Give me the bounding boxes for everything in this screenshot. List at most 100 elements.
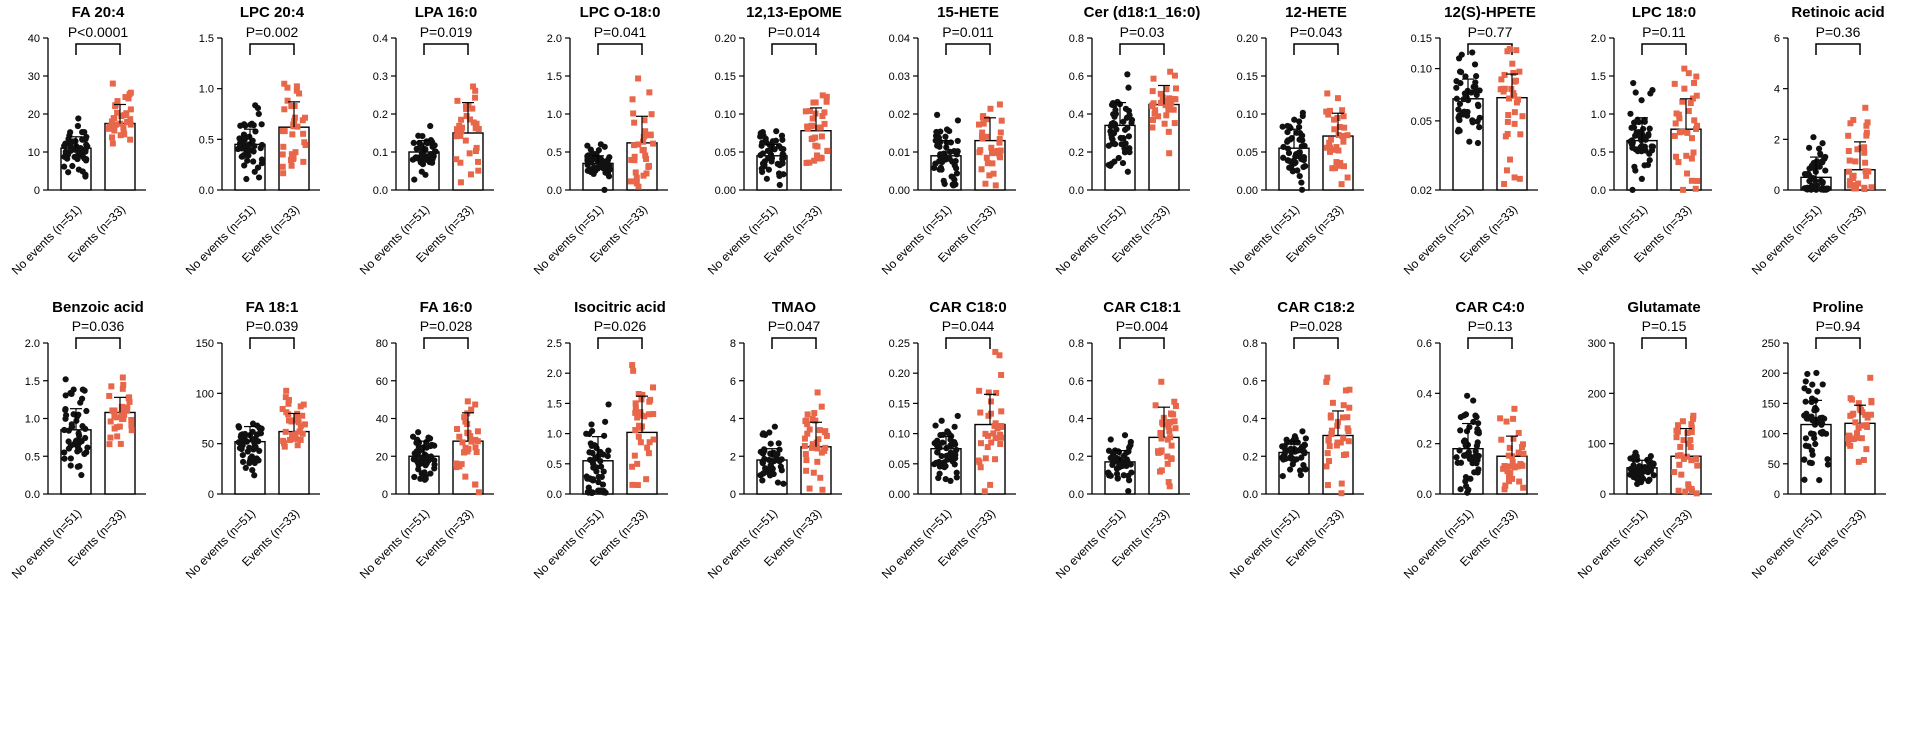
data-point-events [990,170,997,177]
data-point-no-events [760,430,767,437]
data-point-no-events [83,407,90,415]
data-point-no-events [82,425,89,432]
y-tick-label: 0.10 [1237,109,1258,121]
p-value-label: P=0.026 [594,318,647,334]
data-point-no-events [1634,131,1641,139]
data-point-no-events [82,136,89,143]
data-point-events [981,488,988,495]
data-point-events [990,430,997,437]
y-tick-label: 0.10 [889,429,910,441]
data-point-events [1511,120,1518,127]
data-point-events [812,142,819,149]
data-point-events [283,409,290,416]
data-point-events [1863,446,1870,453]
data-point-events [1688,177,1695,184]
data-point-no-events [597,141,604,148]
data-point-events [631,153,638,160]
data-point-no-events [410,139,417,146]
y-tick-label: 0.05 [715,147,736,159]
y-tick-label: 2.0 [547,33,562,45]
data-point-events [1513,47,1520,54]
data-point-no-events [588,442,595,450]
data-point-events [996,101,1003,108]
data-point-no-events [421,469,428,476]
data-point-events [288,103,295,110]
data-point-no-events [415,466,422,473]
data-point-events [978,133,985,140]
data-point-events [1688,485,1695,492]
data-point-no-events [946,148,953,155]
data-point-events [803,417,810,424]
data-point-events [982,455,989,462]
data-point-no-events [1121,126,1129,133]
data-point-no-events [245,146,252,153]
data-point-no-events [1114,475,1121,482]
p-value-label: P=0.36 [1816,24,1861,40]
data-point-no-events [241,137,248,144]
y-tick-label: 0.5 [25,451,40,463]
y-tick-label: 2.0 [25,338,40,350]
data-point-events [632,409,639,416]
data-point-events [280,170,287,177]
data-point-no-events [1819,381,1826,388]
y-tick-label: 20 [376,451,388,463]
data-point-events [1324,482,1331,489]
p-value-label: P=0.043 [1290,24,1343,40]
data-point-no-events [605,401,612,408]
data-point-no-events [1466,455,1474,463]
data-point-events [1691,79,1698,86]
y-tick-label: 0 [34,185,40,197]
data-point-no-events [595,479,602,486]
data-point-no-events [584,167,591,174]
data-point-events [468,438,475,445]
data-point-no-events [1288,134,1295,142]
data-point-events [1170,106,1177,113]
data-point-no-events [1112,141,1119,148]
panel-title: 15-HETE [937,4,999,21]
data-point-no-events [584,142,591,149]
data-point-no-events [954,117,962,124]
data-point-no-events [1634,148,1641,155]
data-point-no-events [258,156,265,163]
data-point-no-events [239,458,247,466]
data-point-events [1855,180,1862,187]
data-point-no-events [1105,470,1113,478]
data-point-no-events [251,435,258,443]
data-point-no-events [1283,436,1290,443]
data-point-events [1674,452,1681,459]
y-tick-label: 2 [1774,134,1780,146]
data-point-no-events [1296,467,1304,474]
data-point-events [1690,412,1697,419]
p-value-label: P=0.77 [1468,24,1513,40]
y-tick-label: 0 [382,489,388,501]
data-point-events [1510,69,1517,76]
data-point-no-events [1810,134,1817,141]
data-point-events [811,157,818,164]
data-point-events [128,417,135,424]
data-point-events [1690,149,1697,156]
y-tick-label: 0.2 [1243,451,1258,463]
data-point-events [1328,431,1335,438]
y-tick-label: 1.0 [25,414,40,426]
data-point-events [473,144,480,151]
data-point-events [111,407,118,414]
y-tick-label: 20 [28,109,40,121]
data-point-events [801,435,808,442]
data-point-events [650,384,657,391]
data-point-no-events [767,440,774,447]
data-point-events [993,389,1000,396]
y-tick-label: 4 [730,414,736,426]
y-tick-label: 80 [376,338,388,350]
x-label-no-events: No events (n=51) [183,202,258,277]
data-point-events [817,154,824,161]
data-point-events [641,132,648,139]
data-point-no-events [244,157,251,164]
data-point-no-events [62,392,69,399]
data-point-events [281,80,288,87]
data-point-no-events [428,441,435,448]
p-value-label: P=0.94 [1816,318,1861,334]
data-point-events [472,147,479,154]
data-point-events [462,473,469,480]
data-point-events [804,411,811,418]
data-point-no-events [933,459,940,466]
